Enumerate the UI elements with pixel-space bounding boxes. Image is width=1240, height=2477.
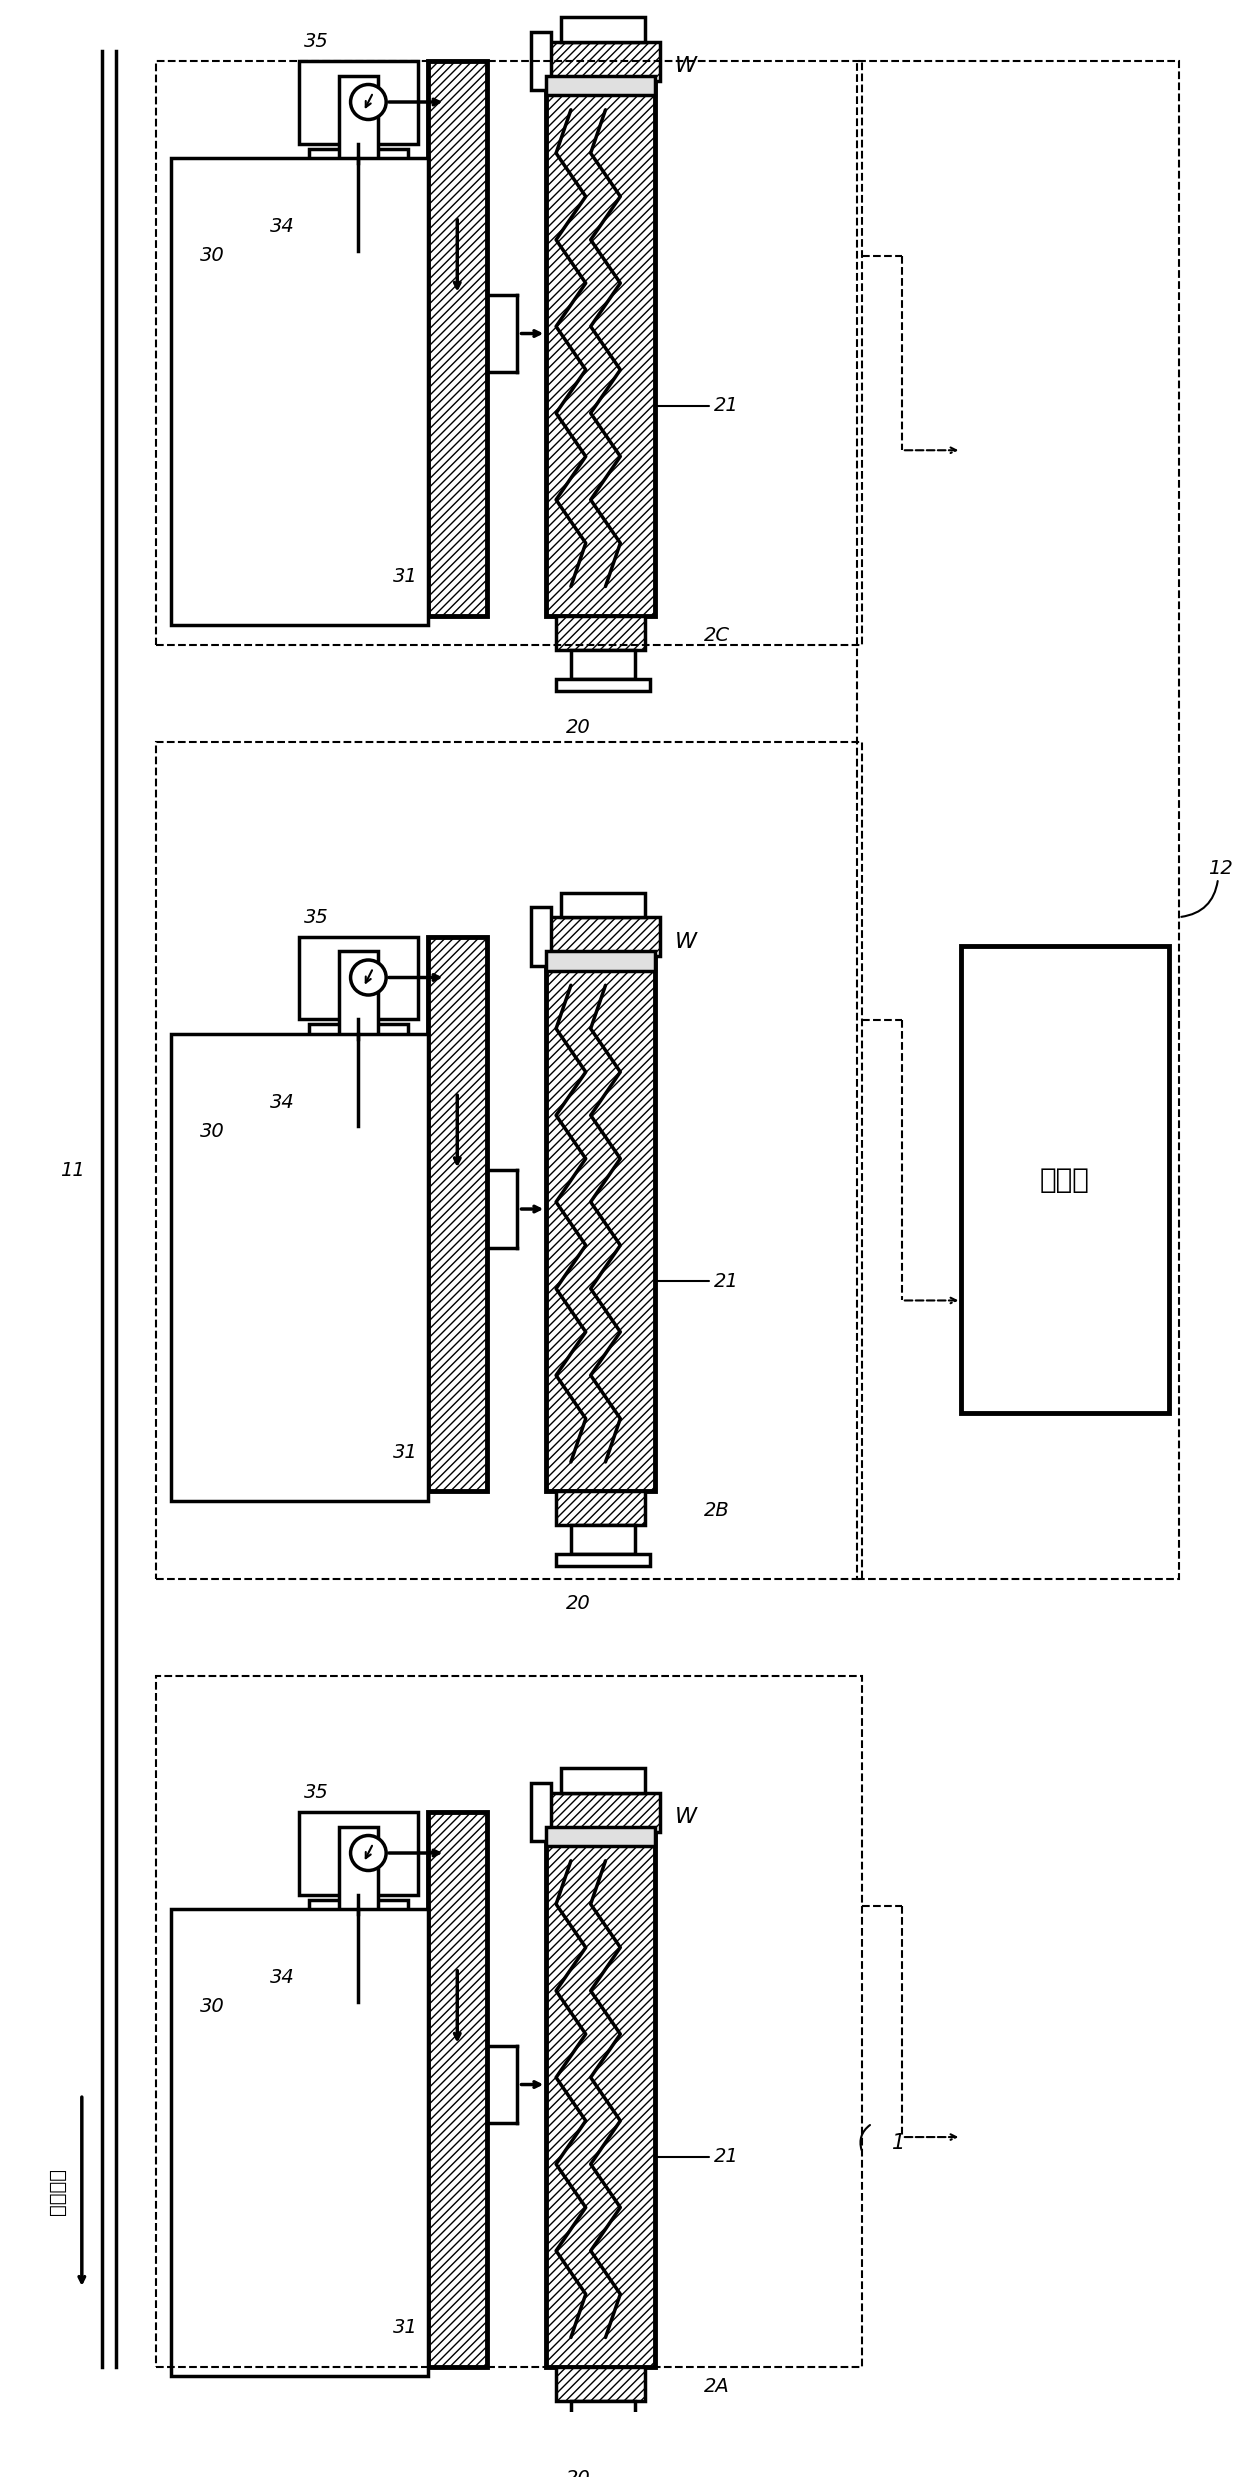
- Bar: [171, 1033, 428, 1501]
- Bar: [961, 946, 1168, 1414]
- Bar: [556, 679, 650, 691]
- Bar: [339, 951, 378, 1038]
- Text: 30: 30: [201, 1122, 226, 1142]
- Bar: [857, 62, 1178, 1578]
- Bar: [556, 2366, 645, 2400]
- Bar: [532, 1783, 551, 1840]
- Text: 35: 35: [304, 32, 329, 52]
- Text: 2A: 2A: [704, 2375, 730, 2395]
- Bar: [309, 149, 408, 188]
- Bar: [428, 1813, 487, 2366]
- Bar: [546, 956, 655, 1491]
- Text: 31: 31: [393, 1442, 418, 1461]
- Text: 2B: 2B: [704, 1501, 730, 1521]
- Text: 30: 30: [201, 245, 226, 265]
- Bar: [156, 1677, 862, 2366]
- Bar: [156, 62, 862, 644]
- Text: 工场排气: 工场排气: [47, 2167, 67, 2214]
- Bar: [299, 936, 418, 1021]
- Bar: [532, 32, 551, 89]
- Circle shape: [351, 1835, 386, 1870]
- Bar: [556, 1491, 645, 1526]
- Text: 30: 30: [201, 1996, 226, 2016]
- Bar: [171, 159, 428, 624]
- Bar: [546, 77, 655, 94]
- Text: W: W: [675, 931, 697, 951]
- Text: 35: 35: [304, 909, 329, 926]
- Text: 34: 34: [269, 1969, 294, 1987]
- Bar: [537, 916, 660, 956]
- Bar: [299, 1813, 418, 1895]
- Bar: [546, 951, 655, 971]
- Text: 20: 20: [565, 2470, 590, 2477]
- Text: 21: 21: [655, 1261, 739, 1291]
- Text: 20: 20: [565, 1593, 590, 1613]
- Circle shape: [351, 84, 386, 119]
- Bar: [156, 743, 862, 1578]
- Circle shape: [351, 961, 386, 996]
- Bar: [556, 2430, 650, 2442]
- Text: W: W: [675, 57, 697, 77]
- Bar: [428, 62, 487, 617]
- Bar: [560, 1769, 645, 1793]
- Text: 21: 21: [655, 2135, 739, 2167]
- Text: 34: 34: [269, 1092, 294, 1112]
- Text: 1: 1: [892, 2133, 905, 2153]
- Bar: [532, 907, 551, 966]
- Bar: [546, 82, 655, 617]
- Text: 31: 31: [393, 567, 418, 587]
- Text: 35: 35: [304, 1783, 329, 1803]
- Text: 34: 34: [269, 218, 294, 235]
- Text: 20: 20: [565, 718, 590, 738]
- Text: 21: 21: [655, 384, 739, 416]
- Text: 31: 31: [393, 2318, 418, 2338]
- Bar: [537, 1793, 660, 1831]
- Bar: [339, 77, 378, 163]
- Bar: [428, 936, 487, 1491]
- Text: 控制部: 控制部: [1040, 1167, 1090, 1194]
- Bar: [546, 1831, 655, 2366]
- Bar: [556, 1556, 650, 1565]
- Bar: [299, 62, 418, 144]
- Bar: [560, 17, 645, 42]
- Bar: [339, 1826, 378, 1915]
- Text: 11: 11: [60, 1162, 84, 1179]
- Bar: [309, 1023, 408, 1063]
- Text: W: W: [675, 1808, 697, 1828]
- Bar: [570, 2400, 635, 2430]
- Bar: [560, 892, 645, 916]
- Text: 2C: 2C: [704, 627, 730, 644]
- Bar: [537, 42, 660, 82]
- Bar: [570, 649, 635, 679]
- Bar: [570, 1526, 635, 1556]
- Bar: [309, 1900, 408, 1939]
- Bar: [171, 1910, 428, 2375]
- Bar: [556, 617, 645, 649]
- Bar: [546, 1826, 655, 1845]
- Text: 12: 12: [1208, 860, 1233, 877]
